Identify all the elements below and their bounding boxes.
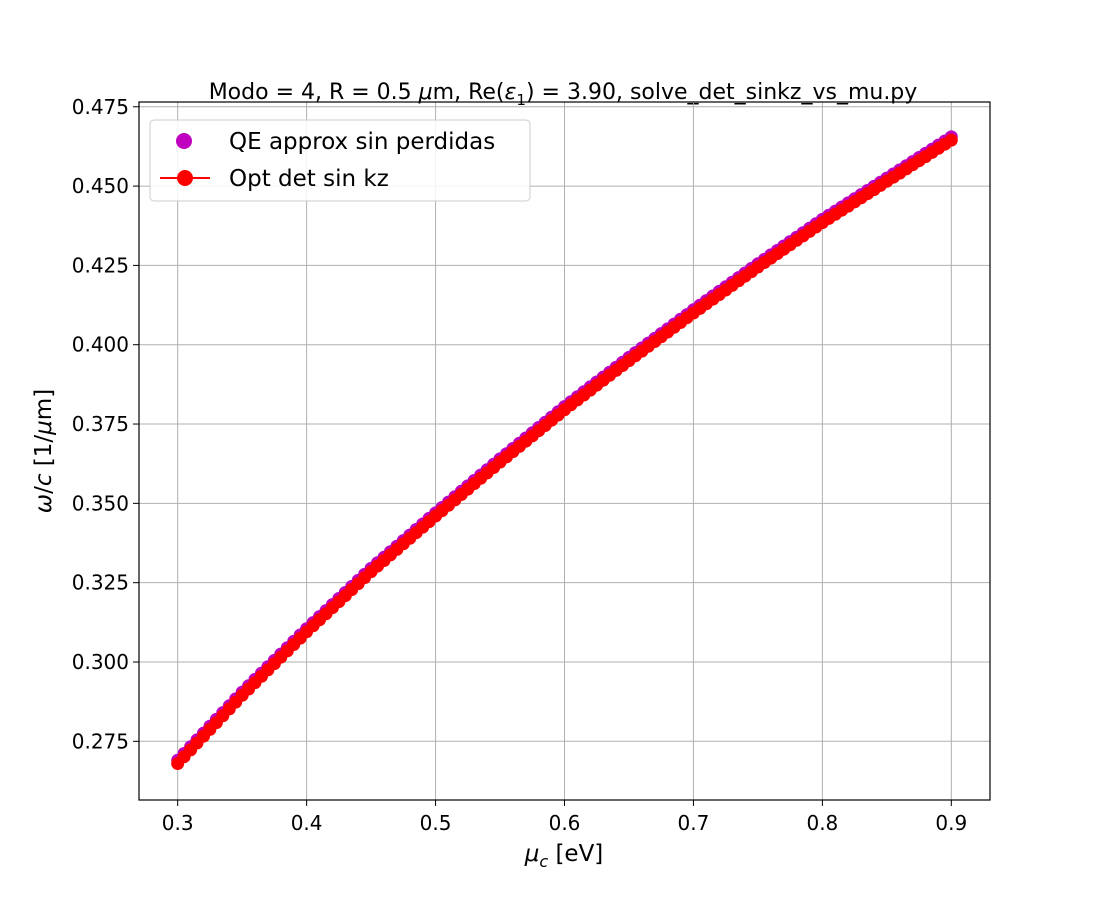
y-tick-label-4: 0.375 xyxy=(72,412,129,436)
y-tick-label-3: 0.350 xyxy=(72,491,129,515)
x-tick-label-1: 0.4 xyxy=(291,811,323,835)
series-layer xyxy=(171,130,958,770)
axes: 0.3 0.4 0.5 0.6 0.7 0.8 0.9 0.275 0.300 0.325 0.35… xyxy=(72,95,967,835)
y-tick-label-0: 0.275 xyxy=(72,729,129,753)
legend-box xyxy=(149,119,531,202)
x-axis-label: μc [eV] xyxy=(524,841,604,871)
y-tick-label-8: 0.475 xyxy=(72,95,129,119)
y-tick-label-2: 0.325 xyxy=(72,571,129,595)
y-tick-label-6: 0.425 xyxy=(72,253,129,277)
legend-marker-qe-approx xyxy=(176,133,192,149)
x-tick-label-2: 0.5 xyxy=(420,811,452,835)
legend-label-qe-approx: QE approx sin perdidas xyxy=(229,129,495,155)
y-tick-label-1: 0.300 xyxy=(72,650,129,674)
chart-title: Modo = 4, R = 0.5 μm, Re(ε1) = 3.90, sol… xyxy=(209,80,918,109)
x-tick-label-3: 0.6 xyxy=(549,811,581,835)
x-tick-label-4: 0.7 xyxy=(678,811,710,835)
x-tick-label-0: 0.3 xyxy=(162,811,194,835)
y-axis-label: ω/c [1/μm] xyxy=(31,389,57,513)
x-tick-label-6: 0.9 xyxy=(935,811,967,835)
x-tick-label-5: 0.8 xyxy=(806,811,838,835)
legend-label-opt-det: Opt det sin kz xyxy=(229,166,389,192)
y-tick-label-5: 0.400 xyxy=(72,333,129,357)
series-1-point-120 xyxy=(944,133,958,147)
y-tick-label-7: 0.450 xyxy=(72,174,129,198)
legend-marker-opt-det xyxy=(177,170,193,186)
series-1 xyxy=(171,133,958,770)
legend: QE approx sin perdidas Opt det sin kz xyxy=(149,119,531,202)
